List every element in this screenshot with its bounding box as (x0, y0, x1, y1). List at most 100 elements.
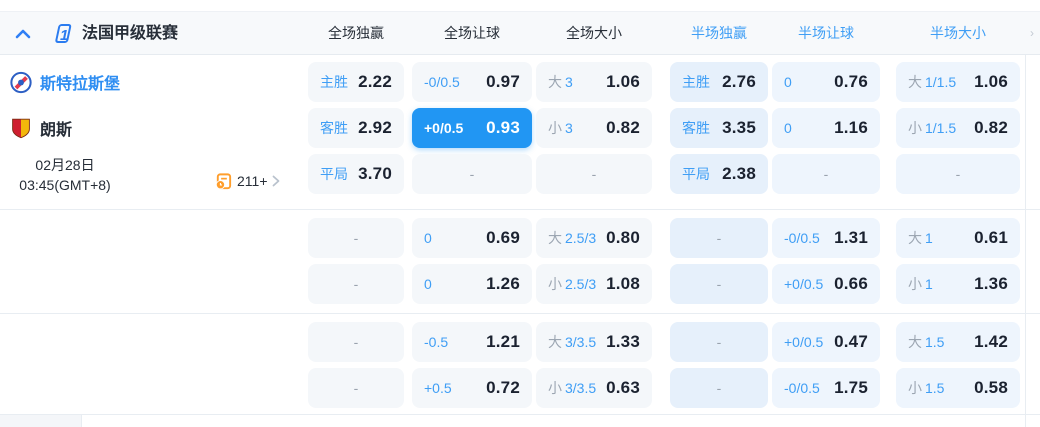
odds-cell[interactable]: 小 2.5/3 1.08 (536, 264, 652, 304)
away-team-row[interactable]: 朗斯 (0, 108, 300, 148)
odds-cell[interactable]: 客胜 2.92 (308, 108, 404, 148)
odds-value: 2.92 (358, 118, 392, 137)
column-header-fulltime-win[interactable]: 全场独赢 (328, 25, 384, 41)
odds-value: 0.82 (974, 118, 1008, 137)
odds-value: 3.70 (358, 164, 392, 183)
odds-side-label: 大 (908, 74, 922, 90)
empty-odds-dash: - (353, 276, 359, 292)
collapse-button[interactable] (12, 25, 34, 43)
odds-value: 2.76 (722, 72, 756, 91)
odds-cell[interactable]: 主胜 2.22 (308, 62, 404, 102)
odds-value: 2.22 (358, 72, 392, 91)
svg-text:1: 1 (60, 27, 68, 44)
odds-cell[interactable]: 小 3/3.5 0.63 (536, 368, 652, 408)
odds-cell[interactable]: -0.5 1.21 (412, 322, 532, 362)
next-section-fragment (0, 415, 81, 427)
odds-cell[interactable]: 0 0.76 (772, 62, 880, 102)
column-header-halftime-handicap[interactable]: 半场让球 (798, 25, 854, 41)
odds-side-label: 大 (548, 230, 562, 246)
odds-cell[interactable]: 0 0.69 (412, 218, 532, 258)
league-match-count: 1 (166, 26, 174, 42)
odds-side-label: 小 (908, 120, 922, 136)
odds-side-label: 小 (548, 380, 562, 396)
empty-odds-dash: - (591, 166, 597, 182)
odds-cell[interactable]: -0/0.5 0.97 (412, 62, 532, 102)
odds-line-label: 2.5/3 (565, 230, 597, 246)
odds-line-label: 3/3.5 (565, 380, 597, 396)
odds-cell-empty: - (308, 368, 404, 408)
home-team-row[interactable]: 斯特拉斯堡 (0, 62, 300, 102)
league-title: 法国甲级联赛 (82, 25, 179, 42)
odds-cell[interactable]: 大 3/3.5 1.33 (536, 322, 652, 362)
odds-value: 0.93 (486, 118, 520, 137)
away-team-logo-icon (12, 118, 30, 138)
home-team-name[interactable]: 斯特拉斯堡 (40, 76, 121, 93)
odds-cell[interactable]: 0 1.16 (772, 108, 880, 148)
more-odds-link[interactable]: 211+ (214, 170, 280, 192)
odds-line-label: 3 (565, 120, 573, 136)
odds-line-label: -0/0.5 (784, 230, 820, 246)
odds-cell[interactable]: 0 1.26 (412, 264, 532, 304)
odds-cell-empty: - (670, 218, 768, 258)
empty-odds-dash: - (955, 166, 961, 182)
odds-value: 1.36 (974, 274, 1008, 293)
odds-value: 0.82 (606, 118, 640, 137)
odds-line-label: +0/0.5 (784, 334, 824, 350)
empty-odds-dash: - (469, 166, 475, 182)
right-column-divider (1025, 55, 1026, 427)
odds-cell[interactable]: -0/0.5 1.31 (772, 218, 880, 258)
odds-value: 0.69 (486, 228, 520, 247)
odds-cell[interactable]: 平局 3.70 (308, 154, 404, 194)
next-section-divider (81, 415, 82, 427)
odds-cell[interactable]: 大 1.5 1.42 (896, 322, 1020, 362)
odds-line-label: +0/0.5 (784, 276, 824, 292)
odds-value: 0.97 (486, 72, 520, 91)
odds-line-label: 1 (925, 230, 933, 246)
odds-cell-empty: - (412, 154, 532, 194)
odds-count-icon (215, 172, 232, 189)
odds-cell[interactable]: +0.5 0.72 (412, 368, 532, 408)
odds-cell[interactable]: +0/0.5 0.66 (772, 264, 880, 304)
odds-cell[interactable]: 小 3 0.82 (536, 108, 652, 148)
odds-cell[interactable]: +0/0.5 0.47 (772, 322, 880, 362)
odds-count-label: 211+ (237, 173, 268, 189)
odds-value: 0.80 (606, 228, 640, 247)
odds-cell-empty: - (308, 264, 404, 304)
odds-value: 1.33 (606, 332, 640, 351)
odds-cell[interactable]: 大 3 1.06 (536, 62, 652, 102)
odds-cell[interactable]: 平局 2.38 (670, 154, 768, 194)
empty-odds-dash: - (716, 334, 722, 350)
odds-cell[interactable]: +0/0.5 0.93 (412, 108, 532, 148)
column-header-fulltime-overunder[interactable]: 全场大小 (566, 25, 622, 41)
odds-cell[interactable]: 主胜 2.76 (670, 62, 768, 102)
column-header-halftime-overunder[interactable]: 半场大小 (930, 25, 986, 41)
chevron-right-icon (272, 175, 279, 187)
odds-side-label: 小 (548, 276, 562, 292)
odds-cell[interactable]: 小 1 1.36 (896, 264, 1020, 304)
odds-side-label: 小 (908, 380, 922, 396)
odds-cell[interactable]: 大 1/1.5 1.06 (896, 62, 1020, 102)
odds-line-label: 0 (784, 120, 792, 136)
odds-cell[interactable]: 客胜 3.35 (670, 108, 768, 148)
column-header-halftime-win[interactable]: 半场独赢 (691, 25, 747, 41)
odds-cell[interactable]: -0/0.5 1.75 (772, 368, 880, 408)
odds-cell[interactable]: 小 1/1.5 0.82 (896, 108, 1020, 148)
odds-line-label: 1/1.5 (925, 120, 957, 136)
column-header-fulltime-handicap[interactable]: 全场让球 (444, 25, 500, 41)
odds-value: 1.08 (606, 274, 640, 293)
odds-cell[interactable]: 小 1.5 0.58 (896, 368, 1020, 408)
odds-line-label: -0/0.5 (424, 74, 460, 90)
odds-line-label: 3/3.5 (565, 334, 597, 350)
odds-cell[interactable]: 大 2.5/3 0.80 (536, 218, 652, 258)
odds-line-label: 1.5 (925, 380, 945, 396)
odds-value: 0.63 (606, 378, 640, 397)
odds-line-label: 客胜 (682, 120, 710, 136)
empty-odds-dash: - (716, 380, 722, 396)
group-divider (0, 313, 1040, 314)
home-team-logo-icon (10, 71, 32, 93)
odds-side-label: 大 (548, 334, 562, 350)
odds-cell[interactable]: 大 1 0.61 (896, 218, 1020, 258)
odds-value: 2.38 (722, 164, 756, 183)
away-team-name[interactable]: 朗斯 (40, 122, 73, 139)
empty-odds-dash: - (823, 166, 829, 182)
